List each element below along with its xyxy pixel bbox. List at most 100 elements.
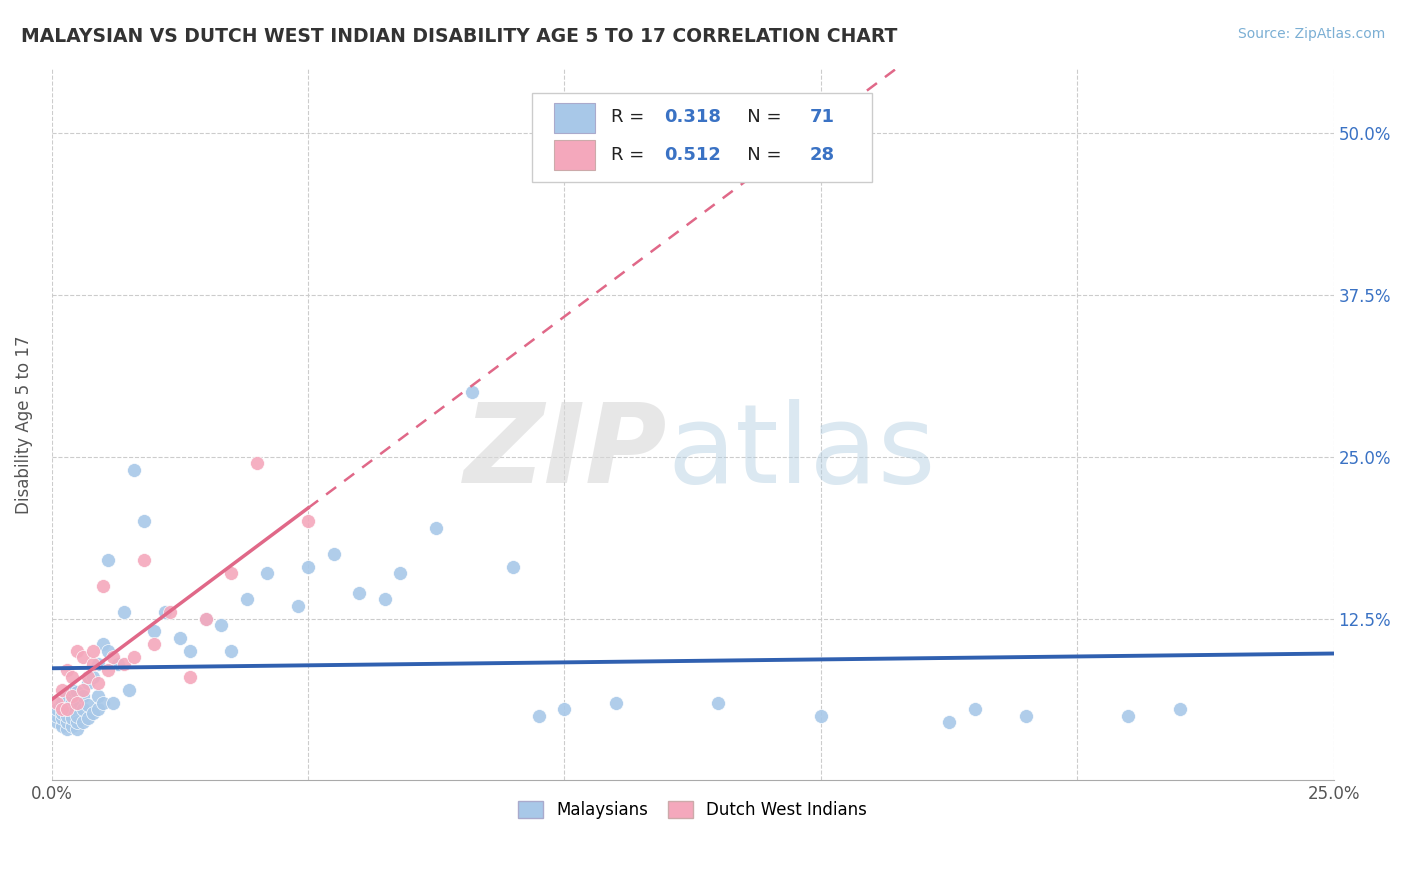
Point <box>605 696 627 710</box>
Point <box>45 696 67 710</box>
Point <box>51 719 73 733</box>
Point <box>76 698 98 713</box>
Point <box>82 657 104 671</box>
Legend: Malaysians, Dutch West Indians: Malaysians, Dutch West Indians <box>512 794 875 825</box>
Point <box>527 708 550 723</box>
Point <box>1118 708 1140 723</box>
Point <box>56 722 79 736</box>
Point <box>707 696 730 710</box>
Point <box>56 702 79 716</box>
Point <box>235 592 257 607</box>
Point <box>72 650 94 665</box>
Text: 0.512: 0.512 <box>665 145 721 163</box>
Point <box>179 644 201 658</box>
Point <box>51 711 73 725</box>
Point <box>51 702 73 716</box>
Point <box>97 553 120 567</box>
Point <box>87 689 110 703</box>
Point <box>461 385 484 400</box>
Text: 0.318: 0.318 <box>665 108 721 126</box>
Text: R =: R = <box>610 145 650 163</box>
Point <box>553 702 575 716</box>
Point <box>122 650 145 665</box>
Point <box>103 650 125 665</box>
Point <box>66 685 89 699</box>
Point <box>87 676 110 690</box>
Point <box>66 722 89 736</box>
Point <box>132 553 155 567</box>
Point <box>179 670 201 684</box>
Point <box>122 463 145 477</box>
Point <box>66 696 89 710</box>
Point <box>56 689 79 703</box>
Point <box>374 592 396 607</box>
Point <box>143 637 166 651</box>
Point <box>51 706 73 720</box>
Point <box>107 657 129 671</box>
Point <box>938 714 960 729</box>
Point <box>143 624 166 639</box>
Point <box>51 696 73 710</box>
Point <box>219 566 242 581</box>
Point <box>56 714 79 729</box>
Point <box>159 605 181 619</box>
Point <box>322 547 344 561</box>
Text: Source: ZipAtlas.com: Source: ZipAtlas.com <box>1237 27 1385 41</box>
Point <box>76 711 98 725</box>
Point <box>60 719 83 733</box>
Text: 28: 28 <box>810 145 834 163</box>
Text: atlas: atlas <box>666 400 935 507</box>
Point <box>72 689 94 703</box>
Point <box>97 663 120 677</box>
Point <box>103 696 125 710</box>
Point <box>66 714 89 729</box>
Text: MALAYSIAN VS DUTCH WEST INDIAN DISABILITY AGE 5 TO 17 CORRELATION CHART: MALAYSIAN VS DUTCH WEST INDIAN DISABILIT… <box>21 27 897 45</box>
Point <box>132 515 155 529</box>
Text: ZIP: ZIP <box>464 400 666 507</box>
Point <box>963 702 986 716</box>
Point <box>82 644 104 658</box>
FancyBboxPatch shape <box>554 140 595 170</box>
Point <box>72 702 94 716</box>
Point <box>82 670 104 684</box>
Point <box>425 521 447 535</box>
Point <box>60 702 83 716</box>
Point <box>287 599 309 613</box>
Point <box>209 618 232 632</box>
Point <box>56 663 79 677</box>
Point <box>349 585 371 599</box>
Point <box>91 579 114 593</box>
Point <box>194 611 217 625</box>
Point <box>112 605 135 619</box>
Point <box>502 559 524 574</box>
Y-axis label: Disability Age 5 to 17: Disability Age 5 to 17 <box>15 335 32 514</box>
Point <box>246 456 269 470</box>
Point <box>76 676 98 690</box>
Point <box>1168 702 1191 716</box>
Point <box>66 644 89 658</box>
Point <box>72 714 94 729</box>
Point <box>56 702 79 716</box>
Point <box>45 702 67 716</box>
Point <box>169 631 191 645</box>
Point <box>45 708 67 723</box>
Point <box>118 682 141 697</box>
Point <box>297 559 319 574</box>
Point <box>45 714 67 729</box>
Point <box>1015 708 1038 723</box>
Point <box>297 515 319 529</box>
Point <box>60 693 83 707</box>
Point <box>810 708 832 723</box>
Point <box>97 644 120 658</box>
Point <box>51 682 73 697</box>
Point <box>112 657 135 671</box>
Point <box>60 670 83 684</box>
Point <box>87 657 110 671</box>
Point <box>60 689 83 703</box>
Point <box>66 696 89 710</box>
Text: N =: N = <box>730 145 787 163</box>
Point <box>153 605 176 619</box>
Point <box>91 696 114 710</box>
Point <box>194 611 217 625</box>
Point <box>72 682 94 697</box>
